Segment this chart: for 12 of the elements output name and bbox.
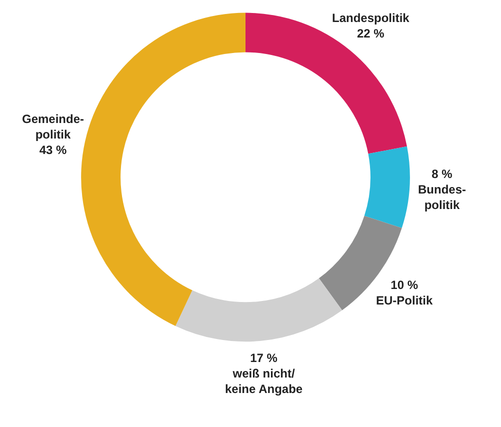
data-label: 17 %: [250, 351, 278, 365]
slice-label: Bundes- politik: [418, 182, 466, 212]
donut-slice: [364, 146, 410, 228]
slice-label: weiß nicht/ keine Angabe: [225, 366, 303, 396]
data-label: 43 %: [39, 143, 68, 158]
slice-label: EU-Politik: [376, 294, 433, 308]
donut-slice: [175, 278, 342, 342]
slice-label: Gemeinde- politik: [22, 112, 84, 142]
data-label: 8 %: [432, 167, 453, 181]
data-label: 10 %: [390, 278, 418, 292]
slice-label: Landespolitik: [332, 11, 410, 25]
data-label: 22 %: [356, 26, 385, 41]
